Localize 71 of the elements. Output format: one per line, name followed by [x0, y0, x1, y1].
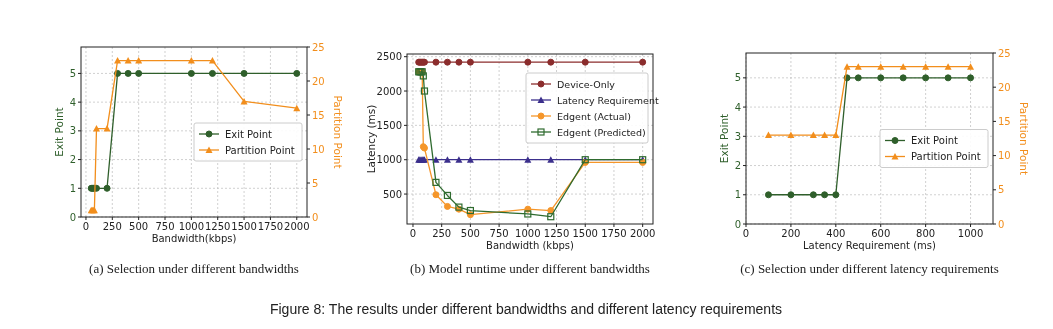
legend-label: Latency Requirement	[557, 94, 659, 106]
legend-label: Partition Point	[911, 151, 981, 162]
x-tick-label: 1000	[957, 228, 984, 239]
caption: Figure 8: The results under different bandwidths and different latency requirements	[269, 301, 783, 317]
y-tick-label: 3	[69, 125, 76, 137]
x-tick-label: 250	[432, 228, 452, 239]
x-tick-label: 1750	[601, 228, 627, 239]
x-tick-label: 1000	[515, 228, 541, 239]
y2-tick-label: 25	[312, 41, 325, 53]
x-tick-label: 2000	[284, 221, 310, 232]
x-tick-label: 800	[916, 228, 936, 239]
y2-axis-title: Partition Point	[1018, 101, 1030, 176]
y-tick-label: 2	[69, 154, 76, 166]
x-tick-label: 500	[460, 228, 480, 239]
x-tick-label: 600	[871, 228, 891, 239]
y2-tick-label: 5	[998, 184, 1005, 196]
y-tick-label: 5	[734, 72, 741, 84]
y-tick-label: 5	[69, 67, 76, 79]
y-axis-title: Exit Point	[718, 113, 730, 164]
x-tick-label: 400	[826, 228, 846, 239]
y-tick-label: 2000	[376, 85, 402, 97]
y2-tick-label: 10	[998, 150, 1011, 162]
y-tick-label: 0	[69, 211, 76, 223]
y-tick-label: 2	[734, 160, 741, 172]
legend-label: Device-Only	[557, 78, 616, 90]
x-tick-label: 500	[129, 221, 149, 232]
y2-tick-label: 0	[312, 211, 319, 223]
x-axis-title: Latency Requirement (ms)	[803, 240, 937, 251]
x-axis-title: Bandwidth (kbps)	[486, 240, 575, 251]
y-tick-label: 2500	[376, 51, 402, 63]
y-tick-label: 1000	[376, 154, 402, 166]
legend-label: Edgent (Predicted)	[557, 126, 646, 138]
y-tick-label: 4	[734, 101, 741, 113]
y-tick-label: 1500	[376, 119, 402, 131]
y-tick-label: 1	[734, 189, 741, 201]
x-tick-label: 750	[489, 228, 509, 239]
x-tick-label: 1250	[204, 221, 231, 232]
x-tick-label: 1250	[543, 228, 570, 239]
y-axis-title: Exit Point	[53, 107, 65, 157]
legend-label: Exit Point	[225, 128, 273, 140]
x-tick-label: 0	[742, 228, 750, 239]
y2-tick-label: 20	[998, 81, 1011, 93]
x-tick-label: 1750	[257, 221, 284, 232]
y2-tick-label: 15	[998, 115, 1011, 127]
legend-label: Edgent (Actual)	[557, 110, 631, 122]
x-tick-label: 2000	[629, 228, 656, 239]
x-tick-label: 1500	[231, 221, 257, 232]
y-tick-label: 1	[69, 182, 76, 194]
x-tick-label: 250	[102, 221, 122, 232]
y-axis-title: Latency (ms)	[365, 104, 377, 174]
y2-tick-label: 25	[998, 47, 1011, 59]
text: (b) Model runtime under different bandwidths	[410, 261, 650, 276]
y-tick-label: 500	[382, 188, 402, 200]
text: (c) Selection under different latency requirements	[740, 261, 999, 276]
x-tick-label: 0	[82, 221, 90, 232]
x-tick-label: 0	[409, 228, 417, 239]
text: (a) Selection under different bandwidths	[89, 261, 299, 276]
x-tick-label: 1500	[572, 228, 598, 239]
y2-tick-label: 5	[312, 177, 319, 189]
y-tick-label: 4	[69, 96, 76, 108]
x-axis-title: Bandwidth(kbps)	[151, 233, 237, 244]
y2-tick-label: 20	[312, 75, 325, 87]
x-tick-label: 200	[781, 228, 801, 239]
y2-tick-label: 10	[312, 143, 325, 155]
y2-axis-title: Partition Point	[332, 95, 344, 169]
y-tick-label: 3	[734, 130, 741, 142]
legend-label: Partition Point	[225, 144, 295, 156]
y2-tick-label: 15	[312, 109, 325, 121]
x-tick-label: 750	[155, 221, 175, 232]
legend-label: Exit Point	[911, 135, 959, 146]
x-tick-label: 1000	[178, 221, 205, 232]
